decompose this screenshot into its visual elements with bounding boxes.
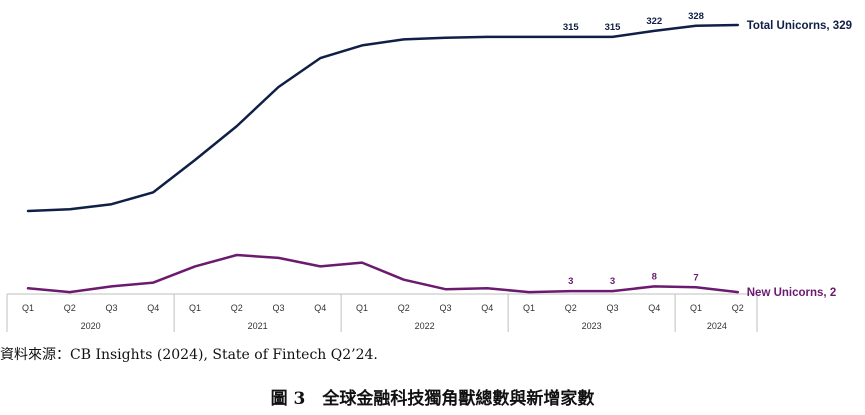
year-tick-label: 2024 (707, 321, 727, 331)
quarter-tick-label: Q2 (398, 303, 410, 313)
quarter-tick-label: Q3 (272, 303, 284, 313)
quarter-tick-label: Q3 (105, 303, 117, 313)
series-line (26, 253, 740, 294)
quarter-tick-label: Q3 (606, 303, 618, 313)
x-axis-frame (6, 293, 758, 332)
data-label: 3 (568, 276, 573, 287)
quarter-tick-label: Q4 (481, 303, 493, 313)
quarter-tick-label: Q4 (314, 303, 326, 313)
year-tick-label: 2021 (248, 321, 268, 331)
data-label: 322 (646, 16, 662, 27)
figure-caption: 圖 3 全球金融科技獨角獸總數與新增家數 (270, 389, 595, 409)
series-name-label: Total Unicorns, 329 (747, 20, 852, 32)
data-label: 7 (693, 272, 698, 283)
year-tick-label: 2022 (415, 321, 435, 331)
source-note: 資料來源：CB Insights (2024), State of Fintec… (0, 347, 378, 363)
unicorn-chart: Q1 Q2 Q3 Q4 Q1 Q2 Q3 Q4 Q1 Q2 Q3 Q4 Q1 Q2 Q3 Q4 Q1 Q2 202… (6, 11, 852, 332)
x-axis-year-labels: 2020 2021 2022 2023 2024 (81, 294, 727, 332)
quarter-tick-label: Q4 (648, 303, 660, 313)
data-label: 3 (610, 276, 615, 287)
year-tick-label: 2020 (81, 321, 101, 331)
series-name-labels: Total Unicorns, 329 New Unicorns, 2 (747, 20, 852, 299)
year-tick-label: 2023 (582, 321, 602, 331)
data-labels: 315 315 322 328 3 3 8 7 (563, 11, 704, 287)
quarter-tick-label: Q2 (231, 303, 243, 313)
quarter-tick-label: Q2 (64, 303, 76, 313)
data-label: 315 (563, 22, 580, 33)
quarter-tick-label: Q2 (732, 303, 744, 313)
quarter-tick-label: Q3 (439, 303, 451, 313)
data-label: 328 (688, 11, 704, 22)
quarter-tick-label: Q1 (189, 303, 201, 313)
data-label: 8 (652, 271, 657, 282)
quarter-tick-label: Q1 (356, 303, 368, 313)
data-label: 315 (605, 22, 622, 33)
series-name-label: New Unicorns, 2 (747, 287, 836, 299)
x-axis-quarter-labels: Q1 Q2 Q3 Q4 Q1 Q2 Q3 Q4 Q1 Q2 Q3 Q4 Q1 Q2 Q3 Q4 Q1 Q2 (22, 303, 744, 313)
quarter-tick-label: Q4 (147, 303, 159, 313)
series-lines (26, 23, 740, 294)
quarter-tick-label: Q1 (22, 303, 34, 313)
series-line (26, 23, 740, 213)
quarter-tick-label: Q1 (690, 303, 702, 313)
quarter-tick-label: Q1 (523, 303, 535, 313)
quarter-tick-label: Q2 (565, 303, 577, 313)
